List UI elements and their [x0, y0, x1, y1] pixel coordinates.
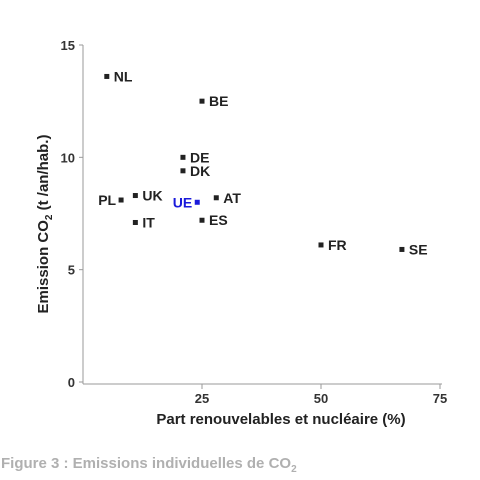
y-ticks: 0 5 10 15: [61, 38, 83, 390]
point-marker-se: [399, 246, 405, 252]
x-tick-label: 50: [314, 391, 328, 406]
y-tick-label: 5: [68, 263, 75, 278]
point-label-pl: PL: [98, 192, 116, 208]
y-tick-label: 15: [61, 38, 75, 53]
figure-caption: Figure 3 : Emissions individuelles de CO…: [1, 455, 297, 475]
point-marker-it: [132, 219, 138, 225]
x-tick-label: 75: [433, 391, 447, 406]
point-marker-ue: [194, 199, 200, 205]
point-marker-dk: [180, 168, 186, 174]
point-marker-uk: [132, 193, 138, 199]
y-axis-title-main: Emission CO: [35, 220, 52, 314]
caption-sub: 2: [291, 464, 297, 475]
point-marker-fr: [318, 242, 324, 248]
caption-main: Figure 3 : Emissions individuelles de CO: [1, 455, 292, 472]
x-axis-title: Part renouvelables et nucléaire (%): [156, 411, 405, 428]
x-ticks: 25 50 75: [195, 384, 447, 406]
y-tick-label: 0: [68, 375, 75, 390]
point-marker-pl: [118, 197, 124, 203]
point-label-es: ES: [209, 212, 228, 228]
point-marker-de: [180, 154, 186, 160]
point-marker-be: [199, 98, 205, 104]
point-label-dk: DK: [190, 163, 210, 179]
y-tick-label: 10: [61, 150, 75, 165]
point-label-it: IT: [142, 214, 155, 230]
point-label-ue: UE: [173, 194, 192, 210]
point-label-at: AT: [223, 190, 241, 206]
x-tick-label: 25: [195, 391, 209, 406]
point-label-se: SE: [409, 241, 428, 257]
point-label-de: DE: [190, 149, 209, 165]
y-axis-title-tail: (t /an/hab.): [35, 135, 52, 215]
point-label-uk: UK: [142, 188, 162, 204]
y-axis-title: Emission CO2 (t /an/hab.): [35, 135, 55, 314]
point-label-fr: FR: [328, 237, 347, 253]
point-marker-at: [213, 195, 219, 201]
y-axis-title-sub: 2: [44, 214, 55, 220]
point-label-be: BE: [209, 93, 228, 109]
point-marker-nl: [104, 73, 110, 79]
point-label-nl: NL: [114, 68, 133, 84]
point-marker-es: [199, 217, 205, 223]
